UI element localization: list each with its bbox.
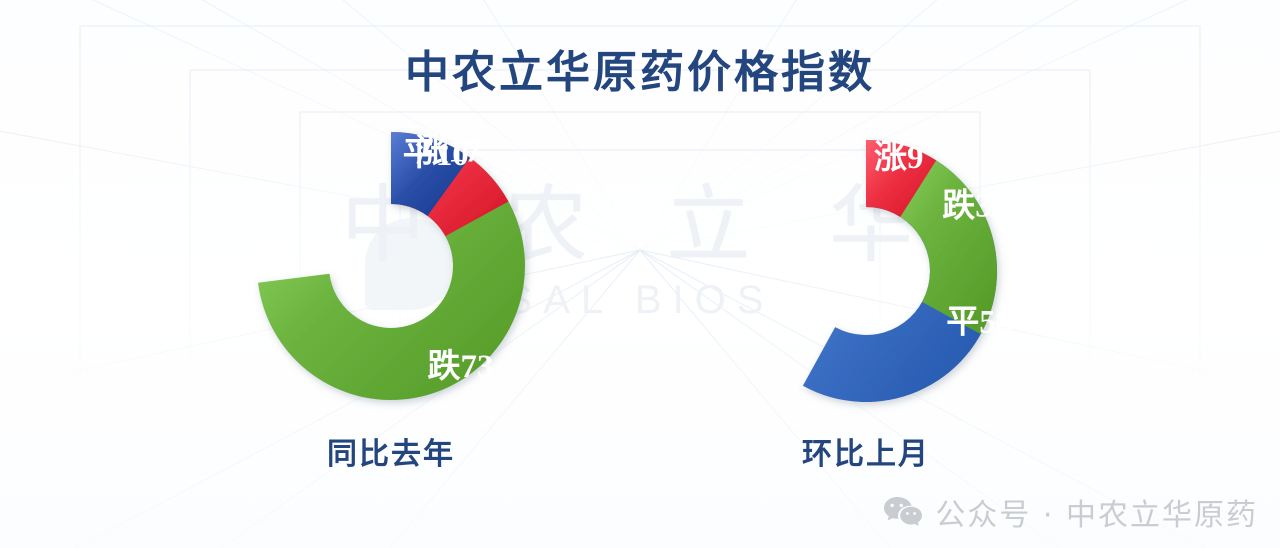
donut-chart-month-over-month: 平58 跌33 涨9 xyxy=(727,132,1012,414)
slice-label-平: 平10 xyxy=(403,137,469,173)
wechat-icon xyxy=(884,497,923,526)
brand-watermark: 中 农 立 华 SAL BIOS xyxy=(0,178,1280,323)
slice-label-平: 平58 xyxy=(946,304,1012,340)
donut-chart-year-over-year: 跌73 涨17 平10 xyxy=(250,126,532,412)
wechat-watermark: 公众号 · 中农立华原药 xyxy=(883,490,1258,534)
slice-label-涨: 涨9 xyxy=(874,139,924,176)
slice-label-跌: 跌73 xyxy=(428,348,494,385)
chart-right-svg: 平58 跌33 涨9 xyxy=(802,139,1012,402)
page-title: 中农立华原药价格指数 xyxy=(405,48,875,97)
slice-label-跌: 跌33 xyxy=(942,187,1008,224)
watermark-english-text: SAL BIOS xyxy=(505,278,775,323)
donut-ring xyxy=(802,140,997,402)
caption-year-over-year: 同比去年 xyxy=(327,438,455,471)
caption-month-over-month: 环比上月 xyxy=(802,438,930,471)
watermark-chinese-text: 中 农 立 华 xyxy=(340,176,940,274)
wechat-account-label: 公众号 · 中农立华原药 xyxy=(935,498,1258,533)
